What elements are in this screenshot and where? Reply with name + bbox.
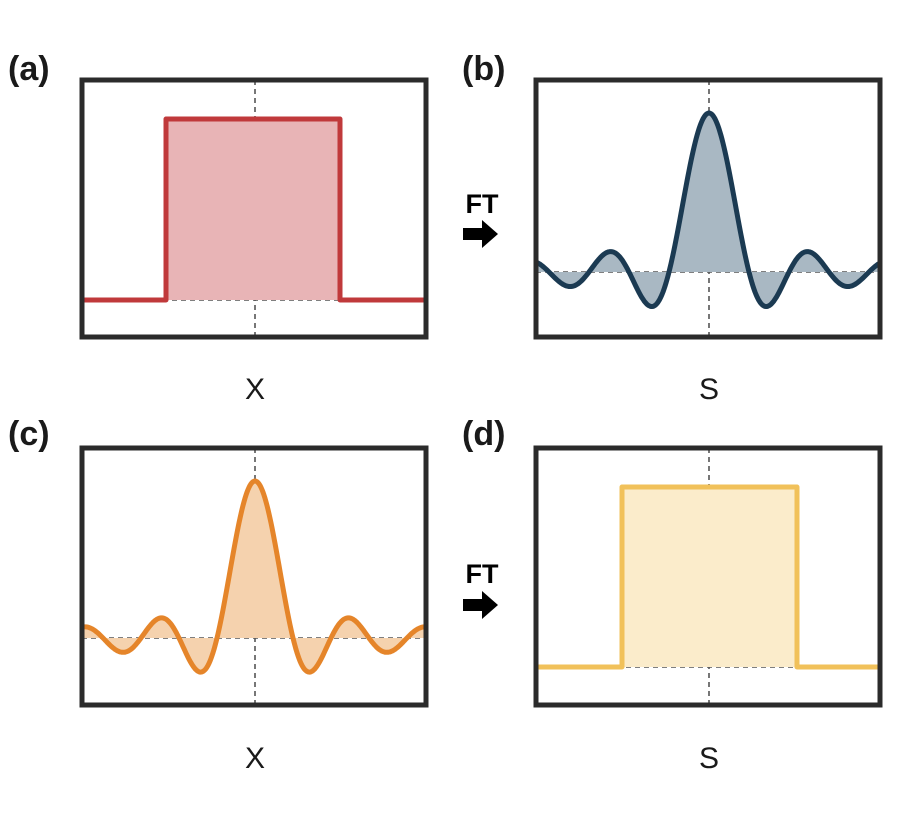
curve-line-c: [79, 478, 429, 675]
plot-area-b: [533, 77, 883, 340]
panel-label-a: (a): [8, 50, 50, 88]
curve-line-d: [533, 484, 883, 670]
plot-area-c: [79, 445, 429, 708]
plot-area-a: [79, 77, 429, 340]
axis-label-b: S: [699, 373, 719, 406]
right-arrow-icon: [463, 220, 498, 248]
plot-frame-d: [533, 445, 883, 708]
ft-arrow-group-2: FT: [463, 559, 499, 619]
curve-line-b: [533, 110, 883, 309]
axis-label-a: X: [245, 373, 265, 406]
panel-label-c: (c): [8, 415, 50, 453]
ft-arrow-group-1: FT: [463, 189, 499, 248]
ft-label-1: FT: [466, 189, 499, 219]
panel-a: (a) X: [8, 50, 429, 406]
axis-label-c: X: [245, 742, 265, 775]
plot-frame-b: [533, 77, 883, 340]
ft-label-2: FT: [466, 559, 499, 589]
panel-label-d: (d): [462, 415, 505, 453]
curve-line-a: [79, 116, 429, 303]
plot-area-d: [533, 445, 883, 708]
panel-d: (d) S: [462, 415, 883, 775]
plot-frame-c: [79, 445, 429, 708]
curve-fill-b: [536, 113, 880, 307]
curve-fill-d: [622, 487, 797, 667]
panel-label-b: (b): [462, 50, 505, 88]
curve-fill-a: [166, 119, 340, 300]
plot-frame-a: [79, 77, 429, 340]
right-arrow-icon: [463, 591, 498, 619]
panel-c: (c) X: [8, 415, 429, 775]
axis-label-d: S: [699, 742, 719, 775]
panel-b: (b) S: [462, 50, 883, 406]
